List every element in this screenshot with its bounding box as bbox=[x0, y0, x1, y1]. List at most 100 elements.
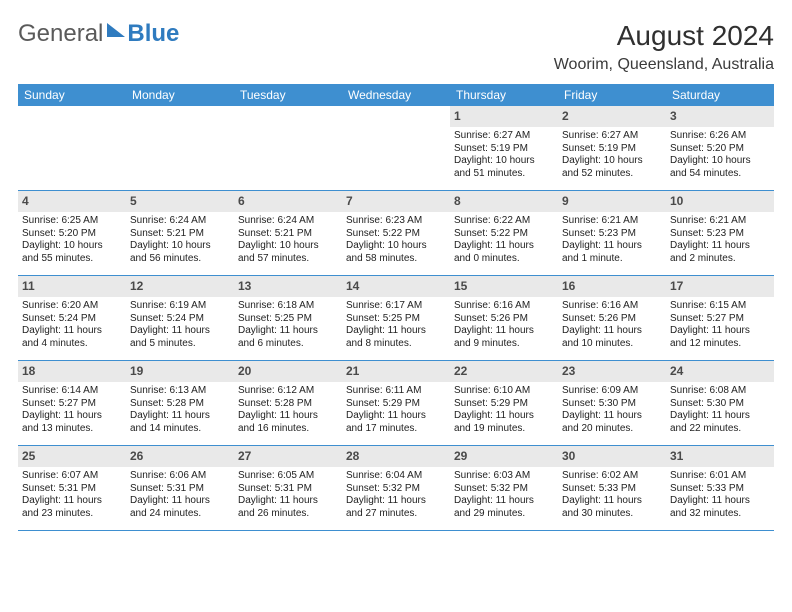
day1-text: Daylight: 11 hours bbox=[562, 410, 662, 423]
day1-text: Daylight: 11 hours bbox=[670, 410, 770, 423]
day1-text: Daylight: 10 hours bbox=[238, 240, 338, 253]
date-number: 25 bbox=[18, 446, 126, 468]
day-cell: Sunrise: 6:01 AMSunset: 5:33 PMDaylight:… bbox=[666, 467, 774, 531]
day1-text: Daylight: 10 hours bbox=[22, 240, 122, 253]
sunset-text: Sunset: 5:23 PM bbox=[562, 228, 662, 241]
sunset-text: Sunset: 5:21 PM bbox=[130, 228, 230, 241]
day2-text: and 55 minutes. bbox=[22, 253, 122, 266]
day1-text: Daylight: 11 hours bbox=[562, 325, 662, 338]
day2-text: and 17 minutes. bbox=[346, 423, 446, 436]
sunset-text: Sunset: 5:21 PM bbox=[238, 228, 338, 241]
date-number bbox=[126, 106, 234, 127]
date-number: 6 bbox=[234, 191, 342, 213]
day2-text: and 19 minutes. bbox=[454, 423, 554, 436]
sunrise-text: Sunrise: 6:13 AM bbox=[130, 385, 230, 398]
sunset-text: Sunset: 5:24 PM bbox=[130, 313, 230, 326]
sunset-text: Sunset: 5:27 PM bbox=[22, 398, 122, 411]
day1-text: Daylight: 11 hours bbox=[346, 325, 446, 338]
weekday-header: Tuesday bbox=[234, 84, 342, 106]
date-number: 13 bbox=[234, 276, 342, 298]
date-number: 3 bbox=[666, 106, 774, 127]
sunrise-text: Sunrise: 6:12 AM bbox=[238, 385, 338, 398]
day1-text: Daylight: 11 hours bbox=[670, 325, 770, 338]
sunrise-text: Sunrise: 6:17 AM bbox=[346, 300, 446, 313]
day2-text: and 12 minutes. bbox=[670, 338, 770, 351]
day-cell bbox=[18, 127, 126, 191]
day2-text: and 5 minutes. bbox=[130, 338, 230, 351]
brand-logo: General Blue bbox=[18, 20, 179, 48]
sunrise-text: Sunrise: 6:16 AM bbox=[562, 300, 662, 313]
sunrise-text: Sunrise: 6:02 AM bbox=[562, 470, 662, 483]
day-cell: Sunrise: 6:06 AMSunset: 5:31 PMDaylight:… bbox=[126, 467, 234, 531]
location-subtitle: Woorim, Queensland, Australia bbox=[554, 56, 774, 74]
sunset-text: Sunset: 5:26 PM bbox=[562, 313, 662, 326]
date-number: 31 bbox=[666, 446, 774, 468]
sunset-text: Sunset: 5:33 PM bbox=[562, 483, 662, 496]
day-cell: Sunrise: 6:14 AMSunset: 5:27 PMDaylight:… bbox=[18, 382, 126, 446]
sunset-text: Sunset: 5:28 PM bbox=[130, 398, 230, 411]
day2-text: and 32 minutes. bbox=[670, 508, 770, 521]
day2-text: and 13 minutes. bbox=[22, 423, 122, 436]
sunset-text: Sunset: 5:25 PM bbox=[346, 313, 446, 326]
sunrise-text: Sunrise: 6:24 AM bbox=[130, 215, 230, 228]
sunrise-text: Sunrise: 6:22 AM bbox=[454, 215, 554, 228]
sunrise-text: Sunrise: 6:18 AM bbox=[238, 300, 338, 313]
weekday-header-row: Sunday Monday Tuesday Wednesday Thursday… bbox=[18, 84, 774, 106]
date-number: 4 bbox=[18, 191, 126, 213]
date-number: 22 bbox=[450, 361, 558, 383]
detail-row: Sunrise: 6:07 AMSunset: 5:31 PMDaylight:… bbox=[18, 467, 774, 531]
day1-text: Daylight: 11 hours bbox=[346, 410, 446, 423]
day1-text: Daylight: 11 hours bbox=[670, 240, 770, 253]
day1-text: Daylight: 11 hours bbox=[22, 325, 122, 338]
date-number bbox=[18, 106, 126, 127]
day-cell: Sunrise: 6:20 AMSunset: 5:24 PMDaylight:… bbox=[18, 297, 126, 361]
header-right: August 2024 Woorim, Queensland, Australi… bbox=[554, 20, 774, 74]
date-number: 30 bbox=[558, 446, 666, 468]
day1-text: Daylight: 11 hours bbox=[670, 495, 770, 508]
day1-text: Daylight: 11 hours bbox=[454, 495, 554, 508]
sunrise-text: Sunrise: 6:24 AM bbox=[238, 215, 338, 228]
sunrise-text: Sunrise: 6:10 AM bbox=[454, 385, 554, 398]
date-number: 10 bbox=[666, 191, 774, 213]
day2-text: and 8 minutes. bbox=[346, 338, 446, 351]
date-number: 9 bbox=[558, 191, 666, 213]
sunrise-text: Sunrise: 6:25 AM bbox=[22, 215, 122, 228]
day-cell: Sunrise: 6:23 AMSunset: 5:22 PMDaylight:… bbox=[342, 212, 450, 276]
sunrise-text: Sunrise: 6:05 AM bbox=[238, 470, 338, 483]
day2-text: and 57 minutes. bbox=[238, 253, 338, 266]
day2-text: and 56 minutes. bbox=[130, 253, 230, 266]
day2-text: and 51 minutes. bbox=[454, 168, 554, 181]
sunset-text: Sunset: 5:29 PM bbox=[346, 398, 446, 411]
day1-text: Daylight: 11 hours bbox=[130, 495, 230, 508]
day2-text: and 54 minutes. bbox=[670, 168, 770, 181]
sunset-text: Sunset: 5:19 PM bbox=[454, 143, 554, 156]
day2-text: and 6 minutes. bbox=[238, 338, 338, 351]
date-number: 24 bbox=[666, 361, 774, 383]
sunset-text: Sunset: 5:30 PM bbox=[562, 398, 662, 411]
date-number: 21 bbox=[342, 361, 450, 383]
sunrise-text: Sunrise: 6:19 AM bbox=[130, 300, 230, 313]
day2-text: and 23 minutes. bbox=[22, 508, 122, 521]
weekday-header: Thursday bbox=[450, 84, 558, 106]
day2-text: and 26 minutes. bbox=[238, 508, 338, 521]
date-number: 2 bbox=[558, 106, 666, 127]
date-number: 15 bbox=[450, 276, 558, 298]
sunrise-text: Sunrise: 6:14 AM bbox=[22, 385, 122, 398]
brand-word-1: General bbox=[18, 20, 103, 48]
brand-triangle-icon bbox=[107, 23, 125, 37]
day-cell bbox=[234, 127, 342, 191]
weekday-header: Friday bbox=[558, 84, 666, 106]
sunset-text: Sunset: 5:24 PM bbox=[22, 313, 122, 326]
sunset-text: Sunset: 5:32 PM bbox=[346, 483, 446, 496]
day1-text: Daylight: 11 hours bbox=[130, 410, 230, 423]
sunset-text: Sunset: 5:28 PM bbox=[238, 398, 338, 411]
date-number-row: 18192021222324 bbox=[18, 361, 774, 383]
date-number bbox=[342, 106, 450, 127]
day1-text: Daylight: 11 hours bbox=[562, 495, 662, 508]
sunset-text: Sunset: 5:23 PM bbox=[670, 228, 770, 241]
day1-text: Daylight: 11 hours bbox=[22, 495, 122, 508]
sunset-text: Sunset: 5:33 PM bbox=[670, 483, 770, 496]
date-number: 28 bbox=[342, 446, 450, 468]
sunrise-text: Sunrise: 6:16 AM bbox=[454, 300, 554, 313]
sunrise-text: Sunrise: 6:08 AM bbox=[670, 385, 770, 398]
